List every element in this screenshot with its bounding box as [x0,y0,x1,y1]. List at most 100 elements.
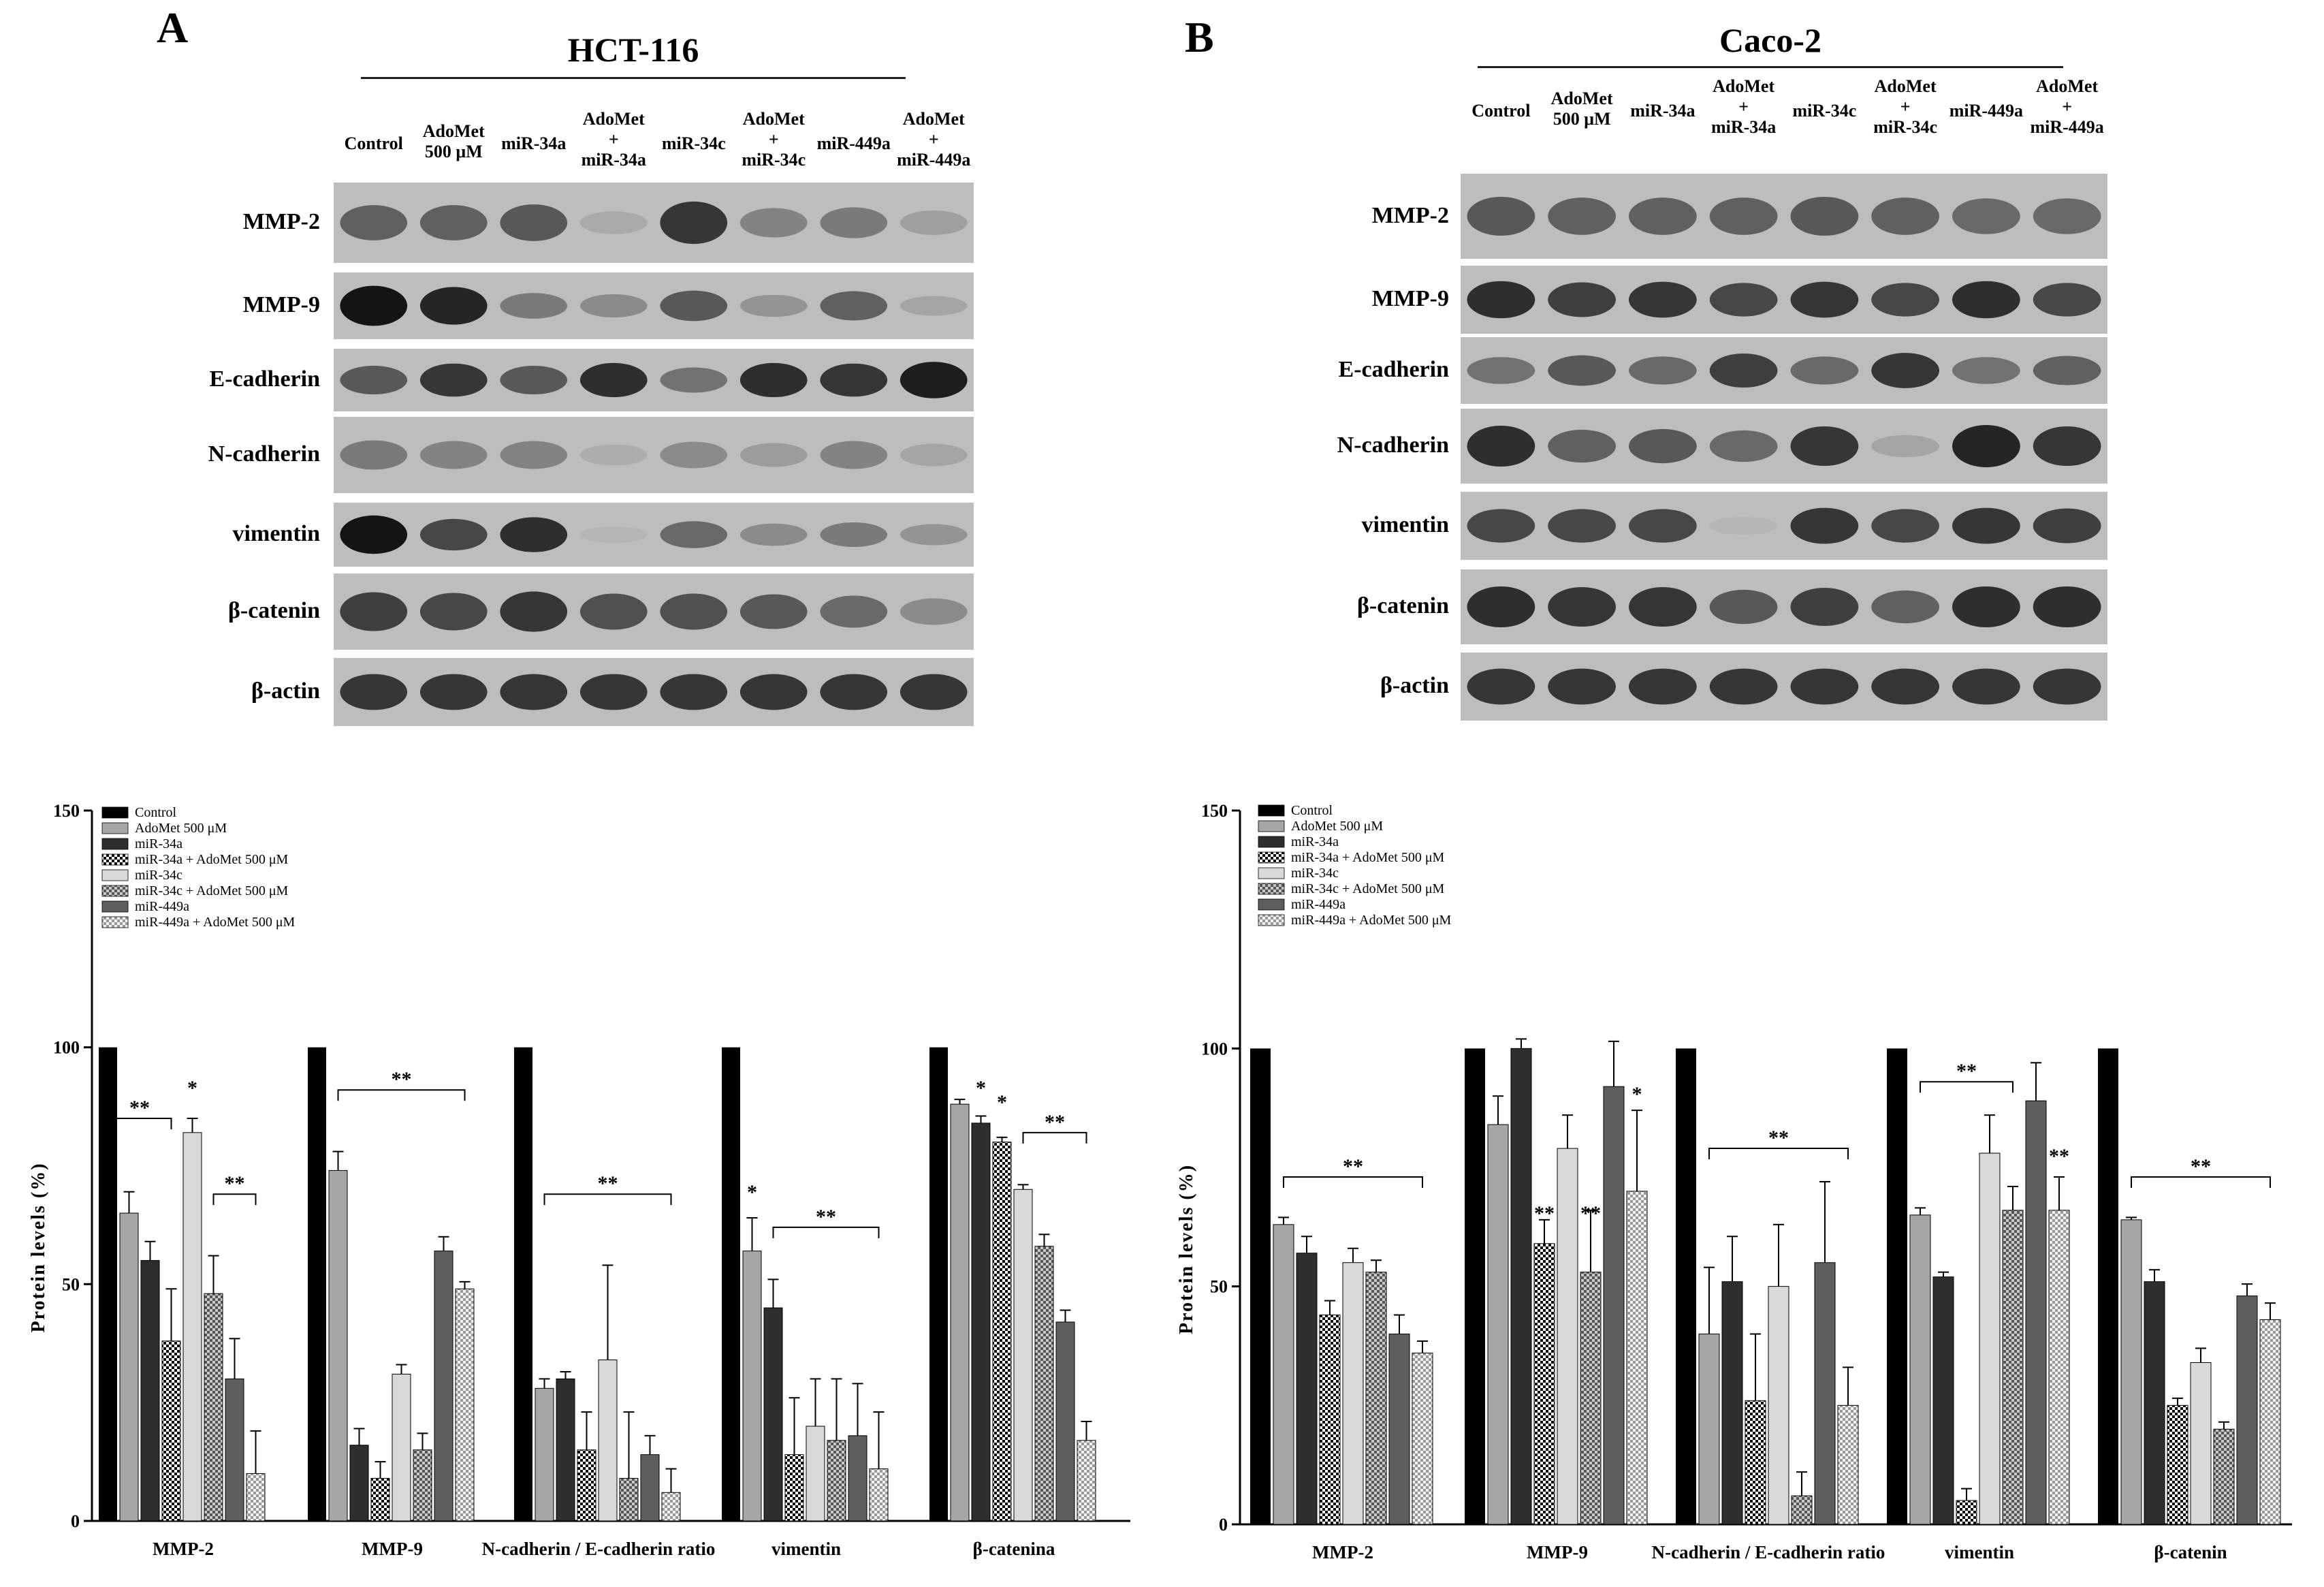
significance-bracket [2131,1176,2271,1188]
legend-swatch [1258,883,1285,895]
significance-mark: ** [129,1097,150,1119]
significance-mark: * [187,1077,197,1099]
bar [370,1477,390,1522]
bar [1932,1276,1954,1525]
blot-band [1629,586,1697,627]
legend-label: AdoMet 500 μM [1291,819,1383,834]
bar [619,1477,639,1522]
lane-label: AdoMet + miR-34c [742,109,806,170]
bar [784,1454,804,1522]
lane-label: AdoMet 500 μM [1550,89,1613,129]
blot-band [340,515,408,554]
blot-band [820,363,888,397]
blot-band [660,674,728,710]
blot-band [1548,509,1616,543]
blot-band [1467,281,1535,319]
legend-swatch [101,900,129,913]
significance-mark: ** [392,1068,412,1090]
bar [535,1387,554,1522]
blot-row-label: N-cadherin [208,441,320,467]
legend-swatch [1258,867,1285,879]
blot-band [900,296,968,316]
blot-band [1871,668,1939,705]
legend-label: miR-34c + AdoMet 500 μM [135,883,289,898]
blot-band [500,441,568,469]
bar [929,1047,948,1521]
bar [1676,1048,1696,1524]
blot-band [1548,586,1616,627]
bar [1388,1334,1410,1525]
significance-bracket [337,1089,466,1101]
bar [722,1047,740,1521]
legend-label: miR-34a + AdoMet 500 μM [135,852,289,867]
lane-label: miR-34c [1792,101,1857,121]
bar [1745,1400,1766,1525]
significance-mark: ** [2049,1145,2069,1167]
legend-label: miR-34a [1291,834,1339,849]
blot-band [500,366,568,394]
blot-band [419,363,488,397]
lane-label: miR-34c [661,133,726,153]
bar [182,1132,202,1522]
significance-bracket [1708,1148,1849,1160]
blot-band [900,674,968,710]
y-tick-label: 0 [71,1511,80,1531]
blot-band [1790,426,1859,467]
blot-row-label: E-cadherin [1338,357,1449,382]
significance-mark: * [1632,1083,1642,1105]
y-tick-label: 50 [62,1274,80,1294]
blot-band [900,598,968,625]
blot-band [1467,509,1535,543]
category-label: N-cadherin / E-cadherin ratio [1652,1542,1885,1562]
blot-strip [1461,337,2107,404]
blot-band [1790,587,1859,627]
blot-band [1709,517,1778,535]
blot-band [1952,586,2020,628]
blot-band [1790,668,1859,705]
blot-row-label: β-catenin [1356,593,1449,618]
cell-line-title-a: HCT-116 [567,31,699,69]
blot-band [739,294,808,317]
bar [1557,1148,1578,1525]
significance-bracket [1283,1176,1423,1188]
blot-strip [334,503,974,567]
blot-band [579,593,648,630]
lane-label: miR-34a [501,133,567,153]
blot-band [1709,668,1778,705]
legend-label: miR-34c + AdoMet 500 μM [1291,881,1445,896]
blot-band [1548,429,1616,463]
blot-band [660,521,728,548]
legend-swatch [101,822,129,834]
bar [413,1449,432,1522]
significance-mark: ** [1956,1060,1977,1082]
blot-strip [1461,653,2107,721]
panel-letter-b: B [1185,13,1214,61]
legend-label: miR-449a + AdoMet 500 μM [1291,913,1452,928]
legend-label: miR-34a + AdoMet 500 μM [1291,850,1445,865]
category-label: MMP-2 [1312,1542,1373,1562]
bar [1837,1404,1859,1525]
blot-band [900,443,968,467]
blot-band [340,440,408,470]
blot-band [1871,509,1939,543]
bar [1055,1321,1075,1522]
significance-mark: ** [1768,1127,1789,1149]
blot-band [739,208,808,238]
significance-bracket [543,1193,672,1206]
bar [1698,1334,1720,1525]
significance-mark: ** [225,1172,245,1195]
bar-chart-hct116: 0 50 100 150 Protein levels (%) ControlAdoMet… [28,801,1130,1559]
category-label: N-cadherin / E-cadherin ratio [482,1539,716,1559]
category-label: MMP-9 [362,1539,423,1559]
blot-row-label: E-cadherin [209,366,320,392]
blot-band [1467,425,1535,467]
blot-band [739,594,808,629]
bar [827,1440,846,1522]
blot-band [1709,589,1778,625]
category-label: vimentin [771,1539,841,1559]
category-label: MMP-9 [1527,1542,1588,1562]
blot-strip [334,658,974,726]
bar [1768,1286,1789,1525]
blot-band [419,287,488,325]
bar [598,1360,618,1522]
